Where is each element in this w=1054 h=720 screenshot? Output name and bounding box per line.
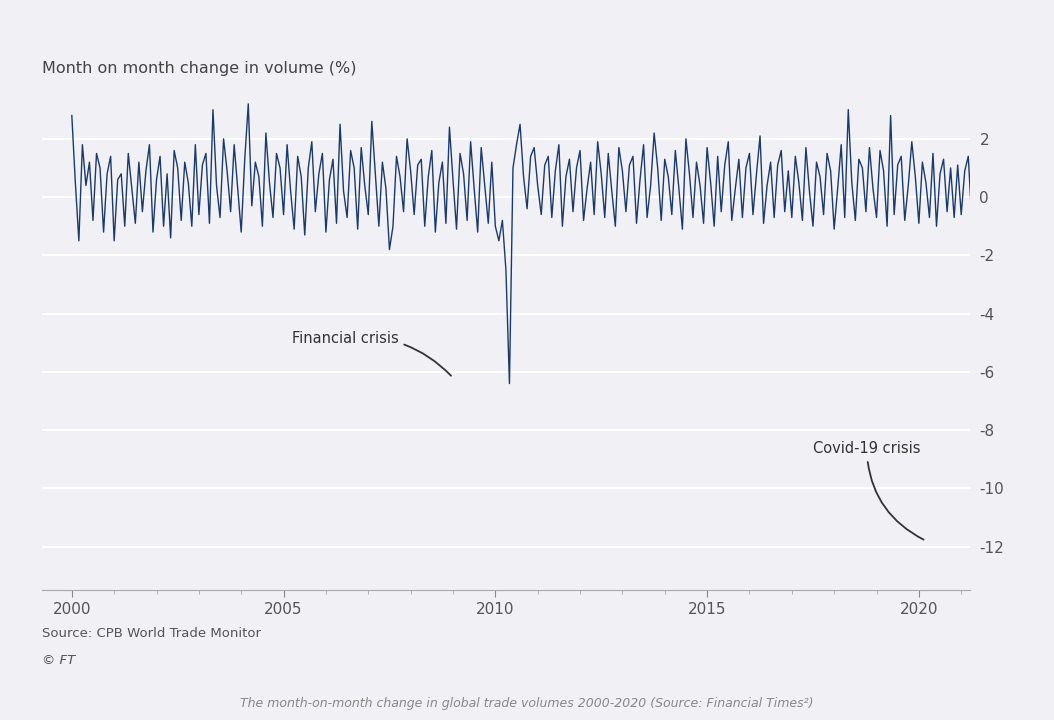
Text: Source: CPB World Trade Monitor: Source: CPB World Trade Monitor xyxy=(42,627,261,640)
Text: Month on month change in volume (%): Month on month change in volume (%) xyxy=(42,60,356,76)
Text: Covid-19 crisis: Covid-19 crisis xyxy=(813,441,923,539)
Text: The month-on-month change in global trade volumes 2000-2020 (Source: Financial T: The month-on-month change in global trad… xyxy=(240,697,814,710)
Text: Financial crisis: Financial crisis xyxy=(292,330,451,376)
Text: © FT: © FT xyxy=(42,654,76,667)
